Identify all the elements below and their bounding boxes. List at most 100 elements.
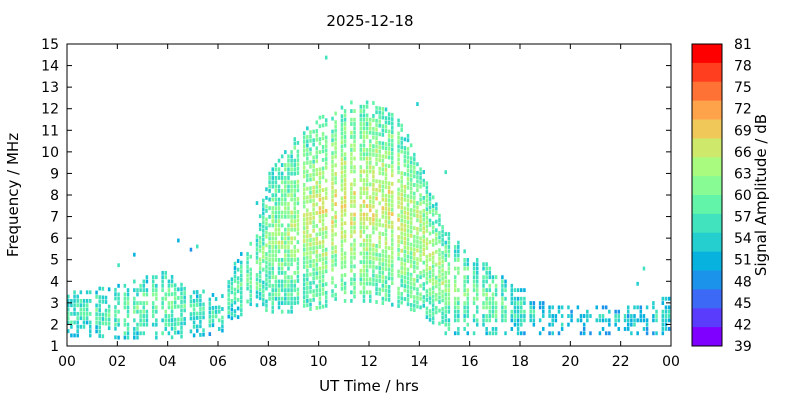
heatmap-cell xyxy=(501,292,504,297)
heatmap-cell xyxy=(240,282,243,287)
heatmap-cell xyxy=(277,270,281,275)
heatmap-cell xyxy=(369,234,372,239)
heatmap-cell xyxy=(372,195,375,200)
heatmap-cell xyxy=(227,280,230,284)
heatmap-cell xyxy=(145,301,149,306)
heatmap-cell xyxy=(240,290,243,295)
heatmap-cell xyxy=(312,138,315,143)
heatmap-cell xyxy=(343,173,347,178)
heatmap-cell xyxy=(331,133,334,138)
heatmap-cell xyxy=(406,250,410,255)
heatmap-cell xyxy=(315,129,319,133)
heatmap-cell xyxy=(208,332,212,337)
heatmap-cell xyxy=(353,290,356,295)
heatmap-cell xyxy=(375,256,378,261)
heatmap-cell xyxy=(457,245,460,249)
heatmap-cell xyxy=(384,124,388,129)
heatmap-cell xyxy=(457,253,460,258)
heatmap-cell xyxy=(315,180,319,185)
heatmap-cell xyxy=(117,318,120,323)
heatmap-cell xyxy=(343,117,347,122)
heatmap-cell xyxy=(340,200,344,205)
heatmap-cell xyxy=(438,239,441,244)
x-axis: 00 02 04 06 08 10 12 14 16 18 20 22 00 xyxy=(58,44,680,370)
heatmap-cell xyxy=(359,273,363,277)
heatmap-cell xyxy=(384,228,388,233)
heatmap-cell xyxy=(221,294,224,299)
heatmap-cell xyxy=(271,197,274,202)
heatmap-cell xyxy=(306,217,309,221)
x-tick-label: 10 xyxy=(310,354,328,370)
heatmap-cell xyxy=(101,295,105,300)
y-tick-label: 12 xyxy=(41,102,59,118)
colorbar-swatch xyxy=(692,81,722,102)
heatmap-cell xyxy=(570,314,573,318)
heatmap-cell xyxy=(331,116,334,121)
heatmap-cell xyxy=(324,290,328,295)
heatmap-cell xyxy=(258,214,262,219)
heatmap-cell xyxy=(384,202,388,207)
heatmap-cell xyxy=(277,176,281,180)
heatmap-cell xyxy=(475,283,479,288)
heatmap-cell xyxy=(365,290,369,295)
heatmap-cell xyxy=(516,296,520,301)
heatmap-cell xyxy=(340,178,344,183)
heatmap-cell xyxy=(236,280,240,285)
heatmap-cell xyxy=(293,279,297,284)
heatmap-cell xyxy=(384,107,388,112)
heatmap-cell xyxy=(331,164,334,169)
heatmap-cell xyxy=(334,262,337,267)
heatmap-cell xyxy=(293,171,297,176)
heatmap-cell xyxy=(416,205,419,210)
heatmap-cell xyxy=(167,279,171,284)
heatmap-cell xyxy=(321,136,325,141)
heatmap-cell xyxy=(180,312,183,317)
heatmap-cell xyxy=(321,248,325,253)
heatmap-cell xyxy=(482,322,485,327)
heatmap-cell xyxy=(384,236,388,241)
heatmap-cell xyxy=(403,146,407,150)
heatmap-cell xyxy=(438,252,441,257)
heatmap-cell xyxy=(369,117,372,122)
heatmap-cell xyxy=(438,278,441,283)
heatmap-cell xyxy=(331,155,334,160)
heatmap-cell xyxy=(438,308,441,313)
heatmap-cell xyxy=(287,171,290,176)
heatmap-cell xyxy=(409,225,413,230)
heatmap-cell xyxy=(258,287,262,292)
heatmap-cell xyxy=(441,259,444,264)
heatmap-cell xyxy=(249,276,252,281)
heatmap-cell xyxy=(397,269,400,274)
heatmap-cell xyxy=(416,287,419,292)
heatmap-cell xyxy=(403,232,407,237)
heatmap-cell xyxy=(425,202,429,207)
heatmap-cell xyxy=(114,326,117,331)
heatmap-cell xyxy=(463,283,466,288)
x-tick-label: 00 xyxy=(662,354,680,370)
heatmap-cell xyxy=(199,320,202,324)
heatmap-cell xyxy=(482,318,485,323)
heatmap-cell xyxy=(475,266,479,271)
colorbar-swatch xyxy=(692,157,722,177)
heatmap-cell xyxy=(192,324,196,329)
heatmap-cell xyxy=(598,314,602,318)
heatmap-cell xyxy=(431,294,435,299)
heatmap-cell xyxy=(277,232,281,236)
heatmap-cell xyxy=(636,281,639,286)
heatmap-cell xyxy=(548,331,551,336)
heatmap-cell xyxy=(180,295,183,300)
heatmap-cell xyxy=(453,257,457,262)
heatmap-cell xyxy=(425,263,429,268)
heatmap-cell xyxy=(438,274,441,279)
heatmap-cell xyxy=(340,114,344,119)
heatmap-cell xyxy=(76,324,79,329)
heatmap-cell xyxy=(287,275,290,280)
heatmap-cell xyxy=(302,295,306,300)
heatmap-cell xyxy=(318,288,322,293)
heatmap-cell xyxy=(290,193,293,198)
heatmap-cell xyxy=(381,167,385,172)
heatmap-cell xyxy=(274,176,278,180)
heatmap-cell xyxy=(397,161,400,166)
heatmap-cell xyxy=(126,309,130,314)
heatmap-cell xyxy=(520,309,523,314)
